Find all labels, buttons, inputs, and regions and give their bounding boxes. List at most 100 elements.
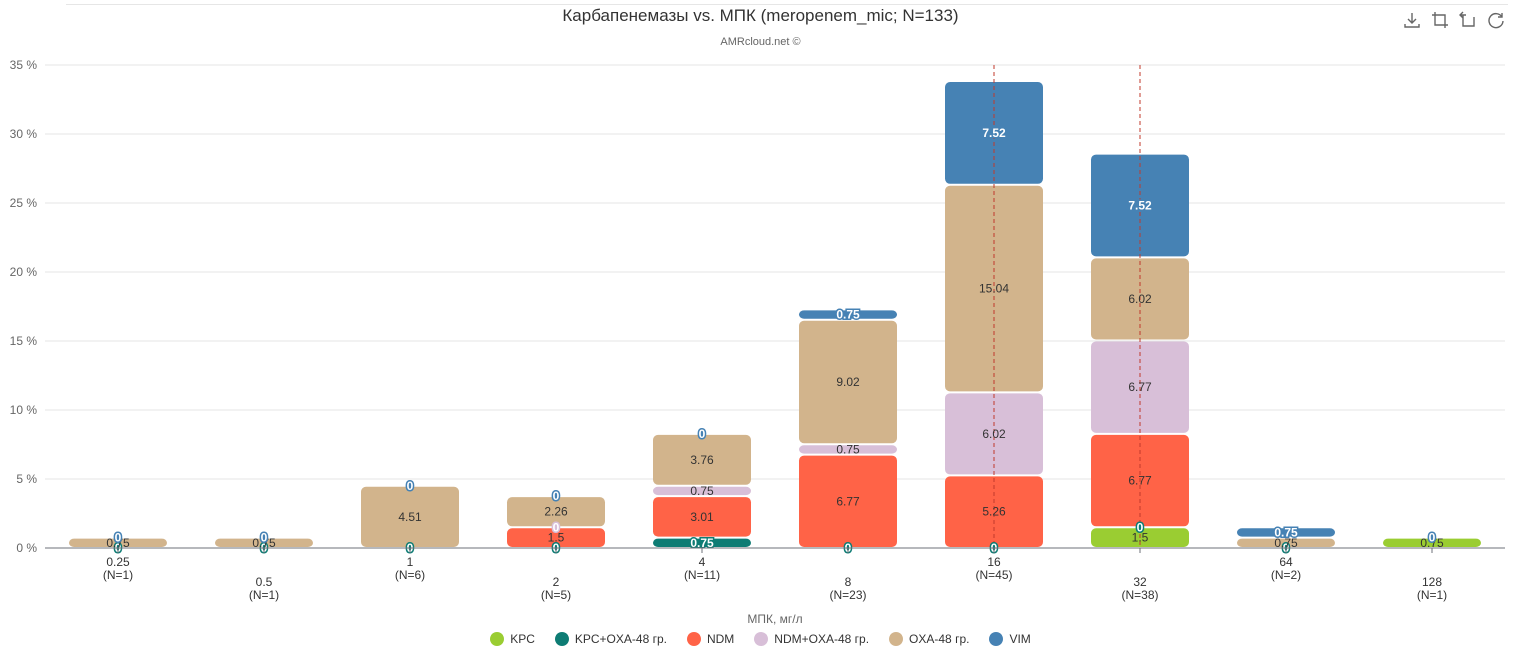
x-tick-label: 4 [699, 555, 706, 569]
legend-marker [989, 632, 1004, 646]
labels-layer: 00.75000.75004.51001.502.2600.753.010.75… [106, 124, 1444, 556]
data-label: 0.75 [836, 442, 860, 456]
data-label: 7.52 [1128, 198, 1152, 212]
legend-marker [686, 632, 701, 646]
bar-segment[interactable] [799, 445, 897, 454]
legend-marker [554, 632, 569, 646]
chart-legend: KPC KPC+OXA-48 гр. NDM NDM+OXA-48 гр. OXA-48… [0, 632, 1521, 646]
x-tick-count: (N=6) [395, 568, 425, 582]
y-tick-label: 35 % [10, 58, 38, 72]
bar-segment[interactable] [945, 393, 1043, 475]
data-label: 0.75 [252, 536, 276, 550]
legend-item[interactable]: VIM [989, 632, 1031, 646]
x-tick-label: 0.5 [256, 575, 273, 589]
data-label: 0 [407, 479, 414, 493]
download-icon[interactable] [1402, 10, 1422, 30]
y-tick-label: 30 % [10, 127, 38, 141]
x-tick-label: 64 [1279, 555, 1293, 569]
chart-title: Карбапенемазы vs. МПК (meropenem_mic; N=… [562, 6, 959, 25]
x-tick-label: 16 [987, 555, 1001, 569]
data-label: 0 [115, 531, 122, 545]
data-label: 15.04 [979, 282, 1009, 296]
bar-segment[interactable] [799, 310, 897, 319]
bar-segment[interactable] [945, 476, 1043, 547]
y-tick-label: 15 % [10, 334, 38, 348]
x-tick-label: 8 [845, 575, 852, 589]
x-tick-label: 32 [1133, 575, 1147, 589]
bar-segment[interactable] [361, 486, 459, 547]
x-tick-label: 128 [1422, 575, 1442, 589]
x-tick-label: 2 [553, 575, 560, 589]
data-label: 3.01 [690, 510, 714, 524]
legend-label: OXA-48 гр. [909, 632, 970, 646]
bar-segment[interactable] [653, 497, 751, 537]
legend-item[interactable]: NDM [686, 632, 735, 646]
data-label: 6.77 [1128, 380, 1152, 394]
bar-segment[interactable] [507, 528, 605, 547]
data-label: 0.75 [106, 536, 130, 550]
data-label: 0.75 [1274, 525, 1298, 539]
legend-marker [889, 632, 904, 646]
zoom-icon[interactable] [1430, 10, 1450, 30]
legend-label: NDM+OXA-48 гр. [774, 632, 870, 646]
data-label: 0 [1137, 520, 1144, 534]
bar-segment[interactable] [653, 538, 751, 547]
legend-label: KPC+OXA-48 гр. [574, 632, 667, 646]
legend-item[interactable]: KPC+OXA-48 гр. [554, 632, 667, 646]
stacked-bar-chart: 00.75000.75004.51001.502.2600.753.010.75… [10, 58, 1505, 626]
legend-label: KPC [510, 632, 535, 646]
legend-marker [754, 632, 769, 646]
data-label: 0.75 [690, 484, 714, 498]
zoom-reset-icon[interactable] [1458, 10, 1478, 30]
chart-toolbox [1402, 10, 1507, 32]
bar-segment[interactable] [507, 497, 605, 527]
data-label: 0 [553, 520, 560, 534]
y-tick-label: 0 % [16, 541, 37, 555]
x-tick-label: 0.25 [106, 555, 130, 569]
x-tick-count: (N=11) [684, 568, 720, 582]
bar-segment[interactable] [69, 538, 167, 547]
data-label: 2.26 [544, 505, 568, 519]
data-label: 0 [699, 427, 706, 441]
data-label: 6.02 [982, 427, 1006, 441]
bar-segment[interactable] [945, 82, 1043, 184]
y-tick-label: 25 % [10, 196, 38, 210]
bar-segment[interactable] [1237, 528, 1335, 537]
grid-layer [45, 64, 1505, 549]
data-label: 7.52 [982, 126, 1006, 140]
data-label: 0.75 [690, 536, 714, 550]
x-tick-count: (N=38) [1121, 588, 1158, 602]
data-label: 6.02 [1128, 292, 1152, 306]
y-tick-label: 20 % [10, 265, 38, 279]
chart-subtitle: AMRcloud.net © [720, 36, 801, 48]
data-label: 6.77 [1128, 474, 1152, 488]
data-label: 4.51 [398, 510, 422, 524]
legend-item[interactable]: NDM+OXA-48 гр. [754, 632, 869, 646]
y-tick-label: 10 % [10, 403, 38, 417]
data-label: 0.75 [1420, 536, 1444, 550]
x-tick-count: (N=45) [975, 568, 1012, 582]
data-label: 5.26 [982, 505, 1006, 519]
bar-segment[interactable] [653, 434, 751, 485]
bar-segment[interactable] [799, 455, 897, 547]
legend-item[interactable]: OXA-48 гр. [889, 632, 969, 646]
refresh-icon[interactable] [1486, 10, 1506, 30]
bar-segment[interactable] [653, 486, 751, 496]
legend-item[interactable]: KPC [490, 632, 535, 646]
data-label: 3.76 [690, 453, 714, 467]
legend-label: NDM [706, 632, 735, 646]
bar-segment[interactable] [1237, 538, 1335, 547]
bar-segment[interactable] [215, 538, 313, 547]
bar-segment[interactable] [945, 185, 1043, 392]
data-label: 0.75 [836, 308, 860, 322]
data-label: 0 [261, 531, 268, 545]
data-label: 9.02 [836, 375, 860, 389]
bar-segment[interactable] [1383, 538, 1481, 547]
x-tick-count: (N=2) [1271, 568, 1301, 582]
data-label: 0 [553, 489, 560, 503]
legend-marker [490, 632, 505, 646]
bar-segment[interactable] [799, 320, 897, 444]
bars-layer [69, 82, 1481, 547]
data-label: 1.5 [1132, 531, 1149, 545]
data-label: 6.77 [836, 494, 860, 508]
